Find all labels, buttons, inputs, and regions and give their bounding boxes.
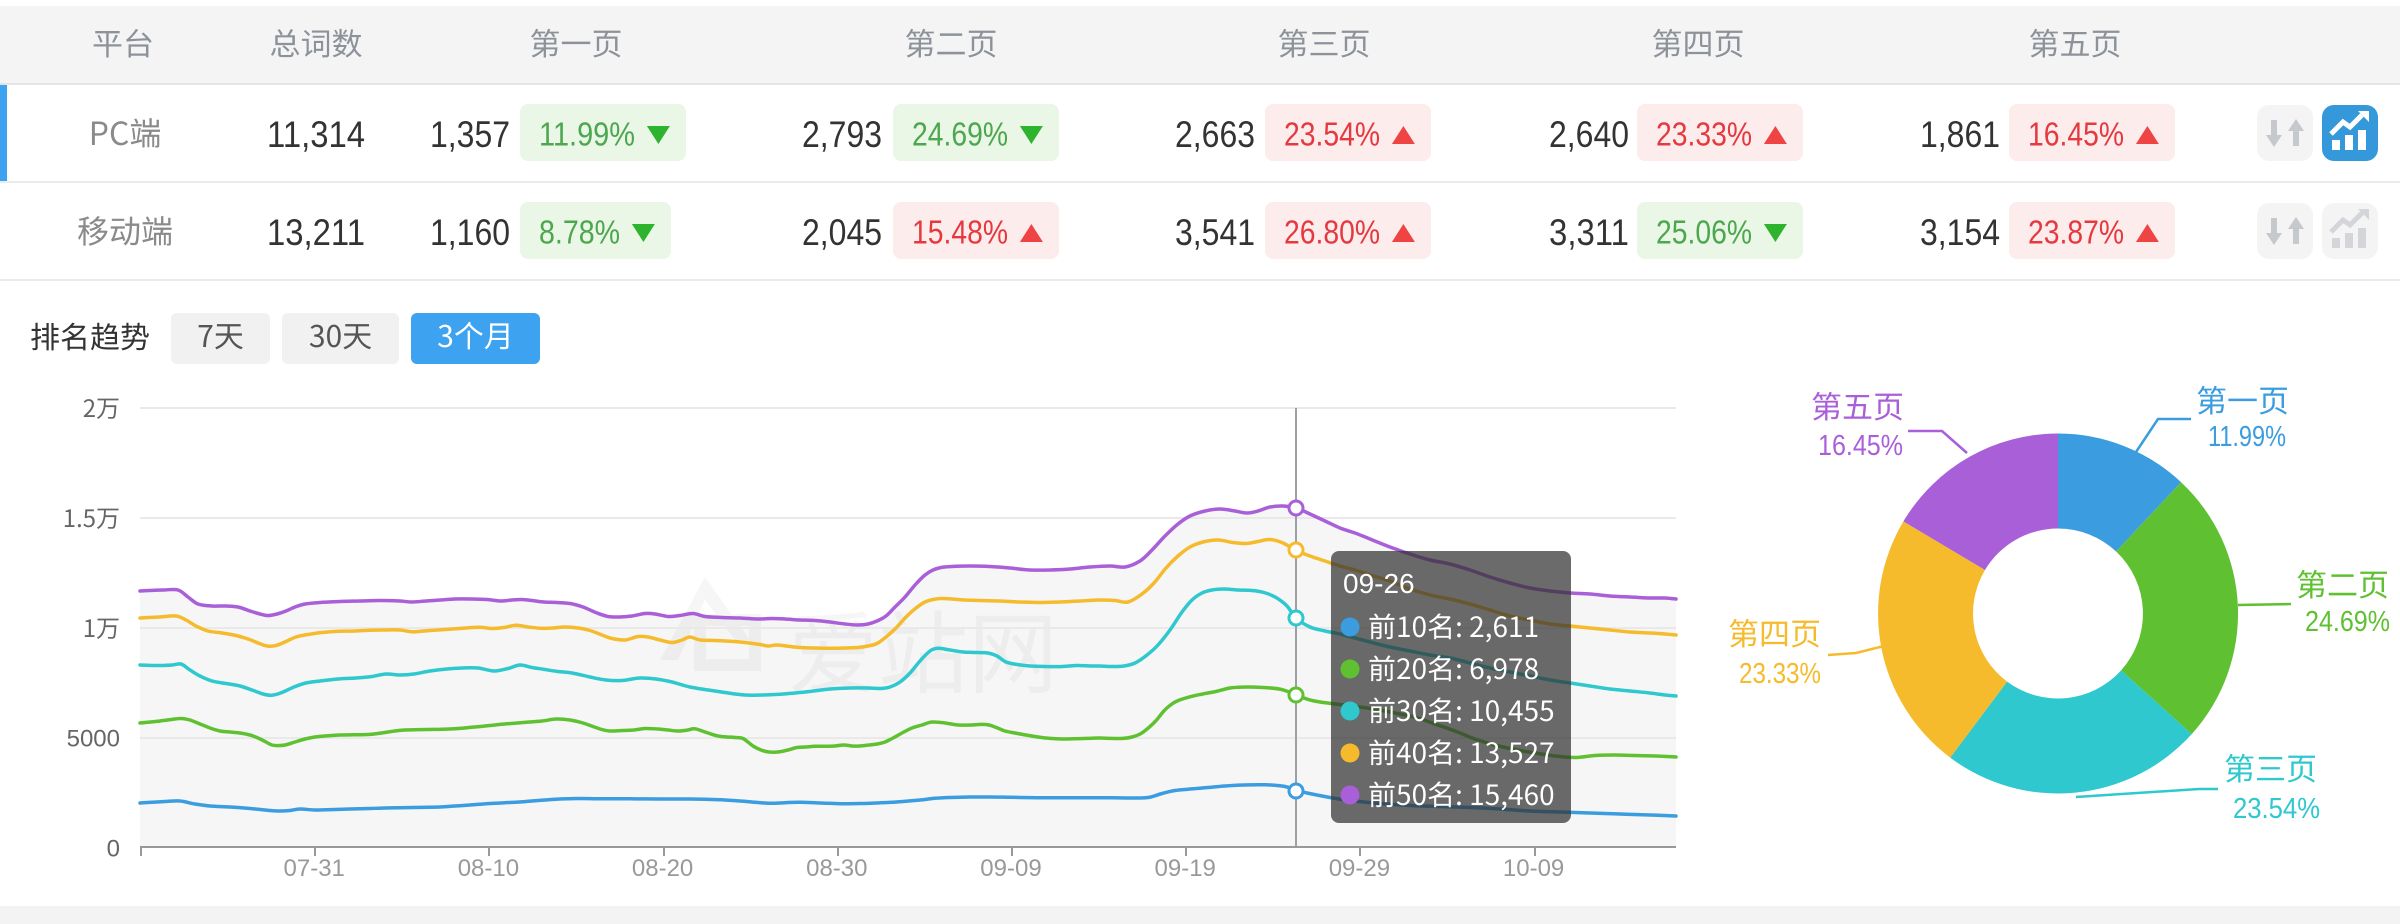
svg-text:1,861: 1,861: [1920, 114, 2000, 155]
svg-text:26.80%: 26.80%: [1284, 214, 1380, 251]
svg-text:16.45%: 16.45%: [2028, 116, 2124, 153]
svg-text:15.48%: 15.48%: [912, 214, 1008, 251]
svg-text:25.06%: 25.06%: [1656, 214, 1752, 251]
svg-text:13,211: 13,211: [267, 212, 365, 253]
svg-text:09-26: 09-26: [1343, 568, 1415, 599]
svg-text:2,045: 2,045: [802, 212, 882, 253]
svg-text:08-10: 08-10: [458, 855, 519, 882]
svg-text:1,357: 1,357: [430, 114, 510, 155]
svg-text:2,640: 2,640: [1549, 114, 1629, 155]
svg-text:16.45%: 16.45%: [1818, 430, 1903, 462]
svg-text:23.33%: 23.33%: [1739, 658, 1821, 690]
svg-text:23.33%: 23.33%: [1656, 116, 1752, 153]
svg-text:1,160: 1,160: [430, 212, 510, 253]
svg-text:24.69%: 24.69%: [2305, 606, 2390, 638]
svg-text:23.54%: 23.54%: [1284, 116, 1380, 153]
svg-text:24.69%: 24.69%: [912, 116, 1008, 153]
svg-text:23.87%: 23.87%: [2028, 214, 2124, 251]
svg-text:3,154: 3,154: [1920, 212, 2000, 253]
svg-text:09-29: 09-29: [1329, 855, 1390, 882]
svg-text:10-09: 10-09: [1503, 855, 1564, 882]
svg-text:08-20: 08-20: [632, 855, 693, 882]
svg-text:08-30: 08-30: [806, 855, 867, 882]
svg-text:23.54%: 23.54%: [2233, 793, 2320, 825]
svg-text:0: 0: [107, 836, 120, 863]
svg-text:09-09: 09-09: [980, 855, 1041, 882]
svg-text:11.99%: 11.99%: [539, 116, 635, 153]
svg-text:09-19: 09-19: [1155, 855, 1216, 882]
svg-text:11,314: 11,314: [267, 114, 365, 155]
svg-text:5000: 5000: [67, 726, 120, 753]
svg-text:2,793: 2,793: [802, 114, 882, 155]
svg-text:3,311: 3,311: [1549, 212, 1629, 253]
svg-text:07-31: 07-31: [284, 855, 345, 882]
svg-text:11.99%: 11.99%: [2208, 421, 2286, 453]
svg-text:3,541: 3,541: [1175, 212, 1255, 253]
svg-text:8.78%: 8.78%: [539, 214, 620, 251]
svg-text:2,663: 2,663: [1175, 114, 1255, 155]
